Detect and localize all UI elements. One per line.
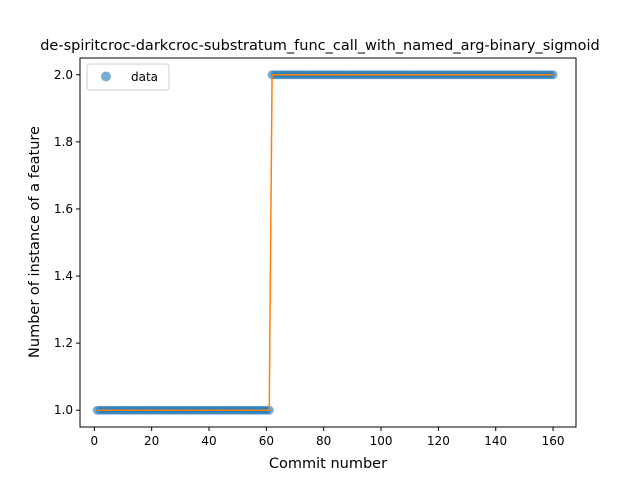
y-tick-label: 1.0 (54, 403, 73, 417)
x-tick-label: 140 (484, 434, 507, 448)
legend-box (86, 63, 170, 91)
y-tick-label: 2.0 (54, 68, 73, 82)
x-tick-label: 100 (370, 434, 393, 448)
x-tick-label: 80 (316, 434, 331, 448)
x-tick-label: 160 (542, 434, 565, 448)
y-tick-label: 1.4 (54, 269, 73, 283)
chart-title: de-spiritcroc-darkcroc-substratum_func_c… (40, 38, 600, 54)
x-tick-label: 120 (427, 434, 450, 448)
y-tick-label: 1.8 (54, 135, 73, 149)
plot-area (92, 70, 558, 415)
legend: data (86, 63, 170, 91)
legend-marker-data (101, 71, 111, 82)
x-tick-label: 60 (259, 434, 274, 448)
axes-frame (79, 57, 577, 428)
y-axis-label: Number of instance of a feature (27, 126, 43, 358)
x-tick-label: 40 (201, 434, 216, 448)
y-axis: 1.0 1.2 1.4 1.6 1.8 2.0 (54, 68, 80, 417)
x-axis: 0 20 40 60 80 100 120 140 160 (91, 427, 565, 448)
x-axis-label: Commit number (269, 456, 387, 472)
fit-line (97, 74, 554, 411)
legend-label-data: data (131, 70, 158, 84)
x-tick-label: 20 (144, 434, 159, 448)
y-tick-label: 1.6 (54, 202, 73, 216)
x-tick-label: 0 (91, 434, 99, 448)
y-tick-label: 1.2 (54, 336, 73, 350)
